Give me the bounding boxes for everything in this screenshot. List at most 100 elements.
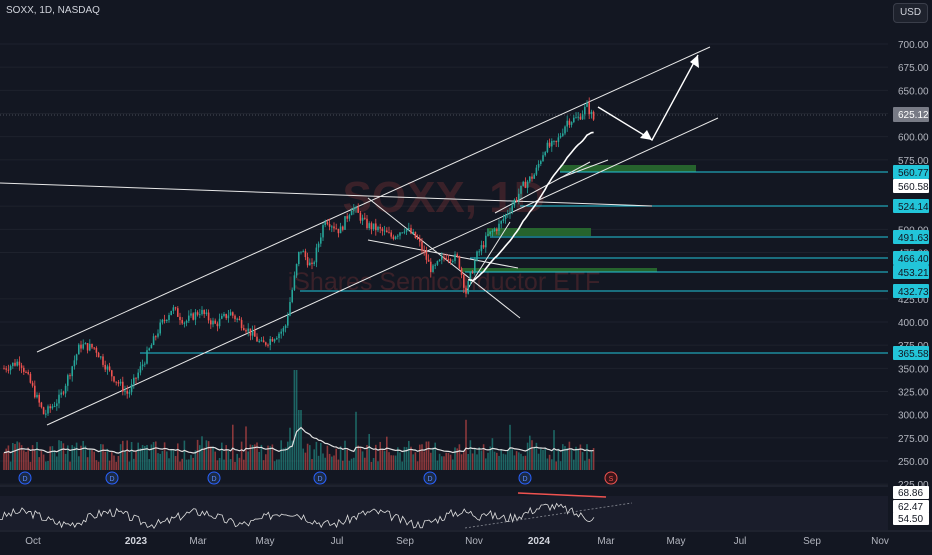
currency-button[interactable]: USD <box>893 3 928 23</box>
volume-bar <box>287 441 289 470</box>
dividend-marker[interactable] <box>518 471 532 485</box>
dividend-marker[interactable] <box>207 471 221 485</box>
candle-body <box>166 319 168 321</box>
candle-body <box>97 352 100 358</box>
volume-bar <box>381 449 384 470</box>
time-tick: Nov <box>465 536 483 547</box>
volume-bar <box>115 461 117 470</box>
volume-bar <box>436 460 439 470</box>
split-marker[interactable] <box>604 471 618 485</box>
level-badge[interactable] <box>893 265 929 279</box>
volume-bar <box>97 461 100 470</box>
volume-bar <box>379 441 381 470</box>
dividend-marker[interactable] <box>105 471 119 485</box>
trendline[interactable] <box>36 46 711 353</box>
volume-bar <box>427 441 430 470</box>
candle-body <box>287 315 289 326</box>
volume-bar <box>526 442 529 470</box>
time-tick: Sep <box>803 536 821 547</box>
candle-body <box>449 259 452 262</box>
trendline[interactable] <box>494 161 591 214</box>
trendline[interactable] <box>367 239 519 269</box>
volume-bar <box>117 455 120 470</box>
volume-bar <box>128 461 131 470</box>
volume-bar <box>403 446 406 470</box>
level-badge[interactable] <box>893 165 929 179</box>
volume-bar <box>64 453 67 470</box>
volume-bar <box>584 460 586 470</box>
candle-body <box>7 369 10 371</box>
candle-body <box>355 207 357 209</box>
volume-bar <box>7 445 10 470</box>
candle-body <box>353 207 355 211</box>
candle-body <box>399 232 401 236</box>
candle-body <box>240 319 243 329</box>
candle-body <box>126 390 128 394</box>
time-tick: Mar <box>189 536 207 547</box>
level-badge[interactable] <box>893 346 929 360</box>
candle-body <box>29 373 32 383</box>
trendline-drawings[interactable] <box>0 46 719 426</box>
candle-body <box>58 394 60 404</box>
candle-body <box>443 256 445 258</box>
trendline[interactable] <box>466 221 511 291</box>
candle-body <box>51 406 54 409</box>
dividend-marker[interactable] <box>18 471 32 485</box>
candle-body <box>322 225 324 238</box>
candle-body <box>317 243 320 248</box>
volume-bar <box>113 455 115 470</box>
volume-bar <box>232 424 234 470</box>
volume-bar <box>364 457 366 470</box>
projection-path[interactable] <box>597 54 699 141</box>
volume-bar <box>346 449 348 470</box>
candle-body <box>40 402 43 408</box>
candle-body <box>392 236 395 240</box>
level-badge[interactable] <box>893 230 929 244</box>
horizontal-levels <box>0 114 888 354</box>
candle-body <box>170 310 172 316</box>
event-marker-label: D <box>211 476 216 483</box>
candle-body <box>507 213 509 215</box>
candle-body <box>463 274 465 288</box>
volume-bar <box>183 440 186 470</box>
candle-body <box>335 228 337 230</box>
level-badge[interactable] <box>893 251 929 265</box>
volume-bar <box>3 452 5 470</box>
time-axis[interactable]: Oct 2023 Mar May Jul Sep Nov 2024 Mar May Jul Sep No… <box>0 530 932 547</box>
projection-arrows[interactable] <box>597 54 699 141</box>
trendline[interactable] <box>559 159 609 179</box>
candle-body <box>588 102 590 115</box>
dividend-marker[interactable] <box>313 471 327 485</box>
price-axis[interactable]: 700.00675.00650.00625.00600.00575.00525.… <box>893 40 929 525</box>
volume-bar <box>410 446 412 470</box>
volume-bar <box>210 446 212 470</box>
level-badge[interactable] <box>893 179 929 193</box>
volume-bar <box>317 455 320 470</box>
volume-bar <box>496 452 498 470</box>
dividend-marker[interactable] <box>423 471 437 485</box>
volume-bar <box>304 452 307 470</box>
candle-body <box>122 381 124 392</box>
candle-body <box>157 333 159 337</box>
candle-body <box>100 356 102 358</box>
volume-bar <box>467 453 469 470</box>
level-badge[interactable] <box>893 284 929 298</box>
symbol-label[interactable]: SOXX, 1D, NASDAQ <box>6 5 100 16</box>
rsi-line <box>0 502 595 530</box>
time-tick: 2024 <box>528 536 551 547</box>
volume-bar <box>58 440 60 470</box>
volume-bar <box>62 443 65 470</box>
candle-body <box>452 260 454 262</box>
trendline[interactable] <box>46 117 719 426</box>
level-badge[interactable] <box>893 199 929 213</box>
candle-body <box>590 111 593 115</box>
volume-bar <box>544 447 546 470</box>
candle-body <box>49 406 51 409</box>
candle-body <box>216 323 219 327</box>
volume-bar <box>454 447 456 470</box>
trendline[interactable] <box>0 182 653 207</box>
candle-body <box>535 167 538 175</box>
